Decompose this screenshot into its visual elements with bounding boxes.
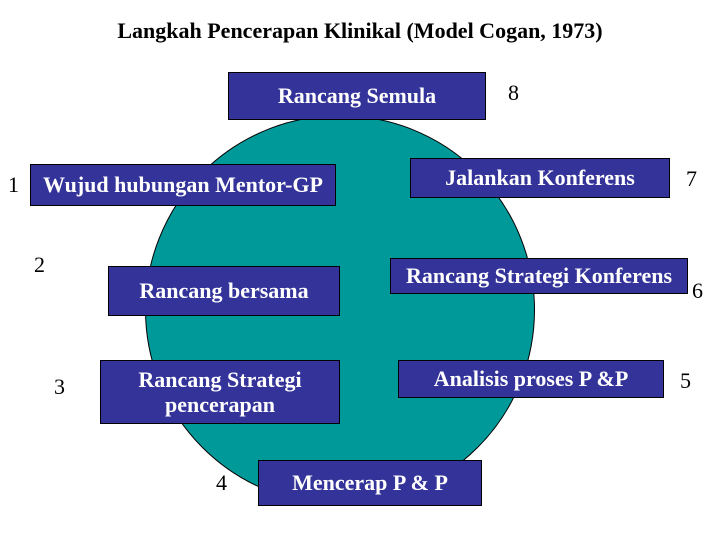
step-box-step4: Mencerap P & P — [258, 460, 482, 506]
step-box-step7: Jalankan Konferens — [410, 158, 670, 198]
step-number-step3: 3 — [54, 374, 65, 400]
step-box-step3: Rancang Strategi pencerapan — [100, 360, 340, 424]
diagram-title: Langkah Pencerapan Klinikal (Model Cogan… — [0, 18, 720, 44]
step-box-step8: Rancang Semula — [228, 72, 486, 120]
step-box-step6: Rancang Strategi Konferens — [390, 258, 688, 294]
step-box-step2: Rancang bersama — [108, 266, 340, 316]
step-number-step1: 1 — [8, 172, 19, 198]
step-number-step7: 7 — [686, 166, 697, 192]
step-number-step8: 8 — [508, 80, 519, 106]
step-number-step4: 4 — [216, 470, 227, 496]
step-number-step6: 6 — [692, 278, 703, 304]
step-box-step1: Wujud hubungan Mentor-GP — [30, 164, 336, 206]
step-box-step5: Analisis proses P &P — [398, 360, 664, 398]
step-number-step5: 5 — [680, 368, 691, 394]
step-number-step2: 2 — [34, 252, 45, 278]
